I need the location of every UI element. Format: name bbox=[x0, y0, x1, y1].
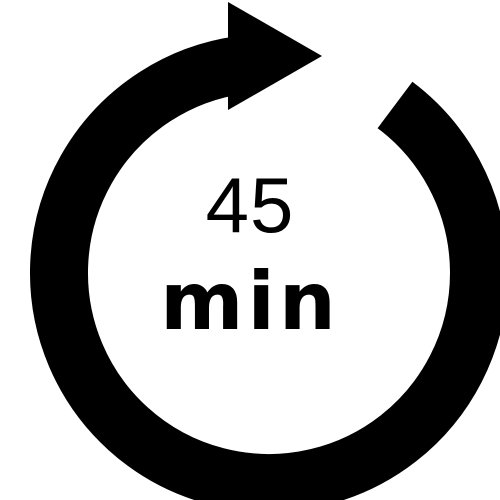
duration-value: 45 bbox=[205, 161, 295, 249]
arrow-head bbox=[228, 2, 322, 110]
arrow-arc bbox=[29, 36, 500, 500]
duration-unit: min bbox=[160, 255, 340, 348]
